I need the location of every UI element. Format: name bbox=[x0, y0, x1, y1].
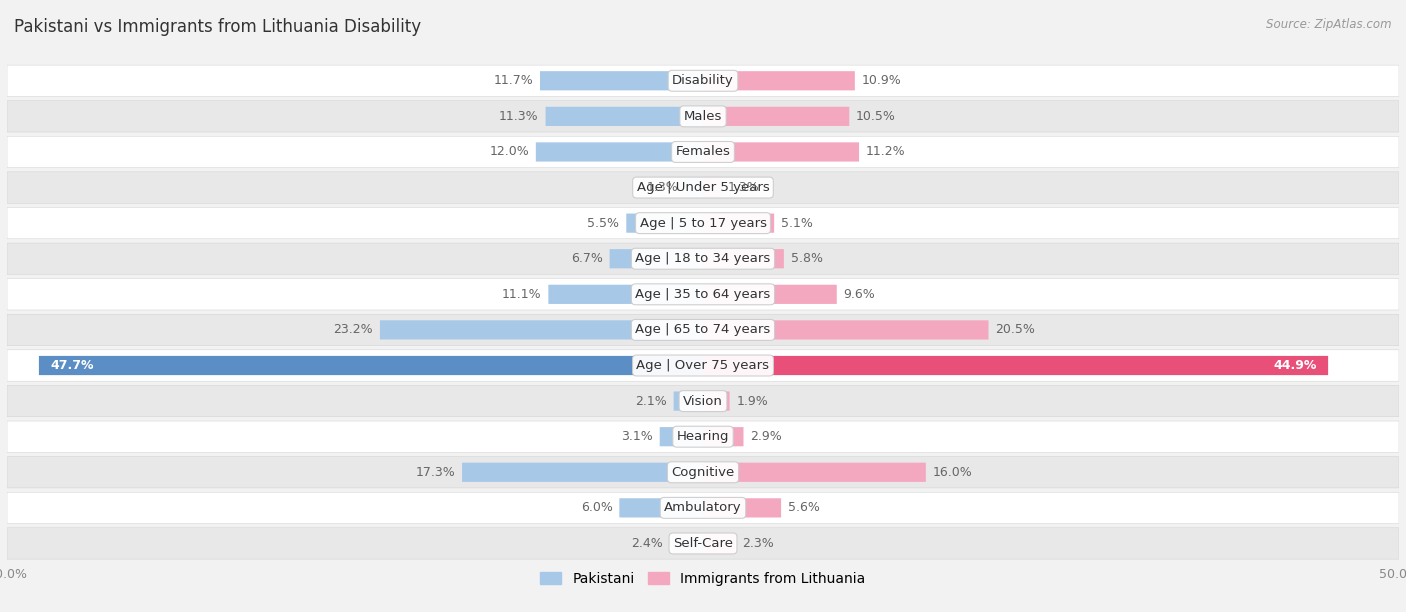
FancyBboxPatch shape bbox=[463, 463, 703, 482]
Text: 20.5%: 20.5% bbox=[995, 323, 1035, 337]
Text: Ambulatory: Ambulatory bbox=[664, 501, 742, 514]
FancyBboxPatch shape bbox=[703, 106, 849, 126]
Text: 2.9%: 2.9% bbox=[751, 430, 782, 443]
Text: Age | 18 to 34 years: Age | 18 to 34 years bbox=[636, 252, 770, 265]
FancyBboxPatch shape bbox=[380, 320, 703, 340]
Text: 11.3%: 11.3% bbox=[499, 110, 538, 123]
Text: 11.1%: 11.1% bbox=[502, 288, 541, 301]
Text: 5.8%: 5.8% bbox=[790, 252, 823, 265]
FancyBboxPatch shape bbox=[703, 249, 785, 268]
FancyBboxPatch shape bbox=[546, 106, 703, 126]
FancyBboxPatch shape bbox=[703, 320, 988, 340]
Text: Vision: Vision bbox=[683, 395, 723, 408]
Text: 10.9%: 10.9% bbox=[862, 74, 901, 88]
Text: 5.5%: 5.5% bbox=[588, 217, 620, 230]
Legend: Pakistani, Immigrants from Lithuania: Pakistani, Immigrants from Lithuania bbox=[534, 566, 872, 591]
FancyBboxPatch shape bbox=[7, 528, 1399, 559]
Text: Cognitive: Cognitive bbox=[672, 466, 734, 479]
FancyBboxPatch shape bbox=[703, 463, 925, 482]
FancyBboxPatch shape bbox=[703, 178, 721, 197]
FancyBboxPatch shape bbox=[7, 278, 1399, 310]
Text: 17.3%: 17.3% bbox=[416, 466, 456, 479]
FancyBboxPatch shape bbox=[7, 457, 1399, 488]
FancyBboxPatch shape bbox=[626, 214, 703, 233]
Text: Age | Under 5 years: Age | Under 5 years bbox=[637, 181, 769, 194]
Text: 1.3%: 1.3% bbox=[728, 181, 759, 194]
FancyBboxPatch shape bbox=[659, 427, 703, 446]
Text: Hearing: Hearing bbox=[676, 430, 730, 443]
Text: 1.3%: 1.3% bbox=[647, 181, 678, 194]
FancyBboxPatch shape bbox=[540, 71, 703, 91]
FancyBboxPatch shape bbox=[7, 314, 1399, 346]
Text: Age | 5 to 17 years: Age | 5 to 17 years bbox=[640, 217, 766, 230]
FancyBboxPatch shape bbox=[703, 214, 775, 233]
FancyBboxPatch shape bbox=[703, 356, 1329, 375]
FancyBboxPatch shape bbox=[7, 207, 1399, 239]
FancyBboxPatch shape bbox=[685, 178, 703, 197]
Text: Source: ZipAtlas.com: Source: ZipAtlas.com bbox=[1267, 18, 1392, 31]
Text: Pakistani vs Immigrants from Lithuania Disability: Pakistani vs Immigrants from Lithuania D… bbox=[14, 18, 422, 36]
FancyBboxPatch shape bbox=[7, 492, 1399, 523]
FancyBboxPatch shape bbox=[703, 498, 782, 518]
FancyBboxPatch shape bbox=[673, 392, 703, 411]
FancyBboxPatch shape bbox=[7, 243, 1399, 274]
FancyBboxPatch shape bbox=[7, 386, 1399, 417]
Text: 6.7%: 6.7% bbox=[571, 252, 603, 265]
FancyBboxPatch shape bbox=[7, 136, 1399, 168]
Text: Age | Over 75 years: Age | Over 75 years bbox=[637, 359, 769, 372]
FancyBboxPatch shape bbox=[703, 534, 735, 553]
Text: 10.5%: 10.5% bbox=[856, 110, 896, 123]
FancyBboxPatch shape bbox=[703, 285, 837, 304]
Text: 44.9%: 44.9% bbox=[1274, 359, 1317, 372]
FancyBboxPatch shape bbox=[703, 71, 855, 91]
Text: 9.6%: 9.6% bbox=[844, 288, 876, 301]
FancyBboxPatch shape bbox=[610, 249, 703, 268]
Text: 2.4%: 2.4% bbox=[631, 537, 662, 550]
FancyBboxPatch shape bbox=[7, 65, 1399, 97]
FancyBboxPatch shape bbox=[536, 143, 703, 162]
Text: 11.2%: 11.2% bbox=[866, 146, 905, 159]
FancyBboxPatch shape bbox=[7, 101, 1399, 132]
Text: Females: Females bbox=[675, 146, 731, 159]
FancyBboxPatch shape bbox=[703, 392, 730, 411]
Text: Age | 65 to 74 years: Age | 65 to 74 years bbox=[636, 323, 770, 337]
FancyBboxPatch shape bbox=[620, 498, 703, 518]
Text: 2.1%: 2.1% bbox=[636, 395, 666, 408]
Text: 12.0%: 12.0% bbox=[489, 146, 529, 159]
Text: 16.0%: 16.0% bbox=[932, 466, 973, 479]
FancyBboxPatch shape bbox=[548, 285, 703, 304]
Text: 47.7%: 47.7% bbox=[51, 359, 94, 372]
FancyBboxPatch shape bbox=[39, 356, 703, 375]
Text: Self-Care: Self-Care bbox=[673, 537, 733, 550]
FancyBboxPatch shape bbox=[703, 427, 744, 446]
Text: 5.6%: 5.6% bbox=[787, 501, 820, 514]
Text: Males: Males bbox=[683, 110, 723, 123]
FancyBboxPatch shape bbox=[7, 172, 1399, 203]
Text: 6.0%: 6.0% bbox=[581, 501, 613, 514]
Text: 11.7%: 11.7% bbox=[494, 74, 533, 88]
FancyBboxPatch shape bbox=[703, 143, 859, 162]
Text: Disability: Disability bbox=[672, 74, 734, 88]
Text: 1.9%: 1.9% bbox=[737, 395, 768, 408]
Text: 5.1%: 5.1% bbox=[780, 217, 813, 230]
FancyBboxPatch shape bbox=[7, 350, 1399, 381]
Text: 23.2%: 23.2% bbox=[333, 323, 373, 337]
Text: 2.3%: 2.3% bbox=[742, 537, 773, 550]
Text: Age | 35 to 64 years: Age | 35 to 64 years bbox=[636, 288, 770, 301]
FancyBboxPatch shape bbox=[669, 534, 703, 553]
Text: 3.1%: 3.1% bbox=[621, 430, 652, 443]
FancyBboxPatch shape bbox=[7, 421, 1399, 452]
